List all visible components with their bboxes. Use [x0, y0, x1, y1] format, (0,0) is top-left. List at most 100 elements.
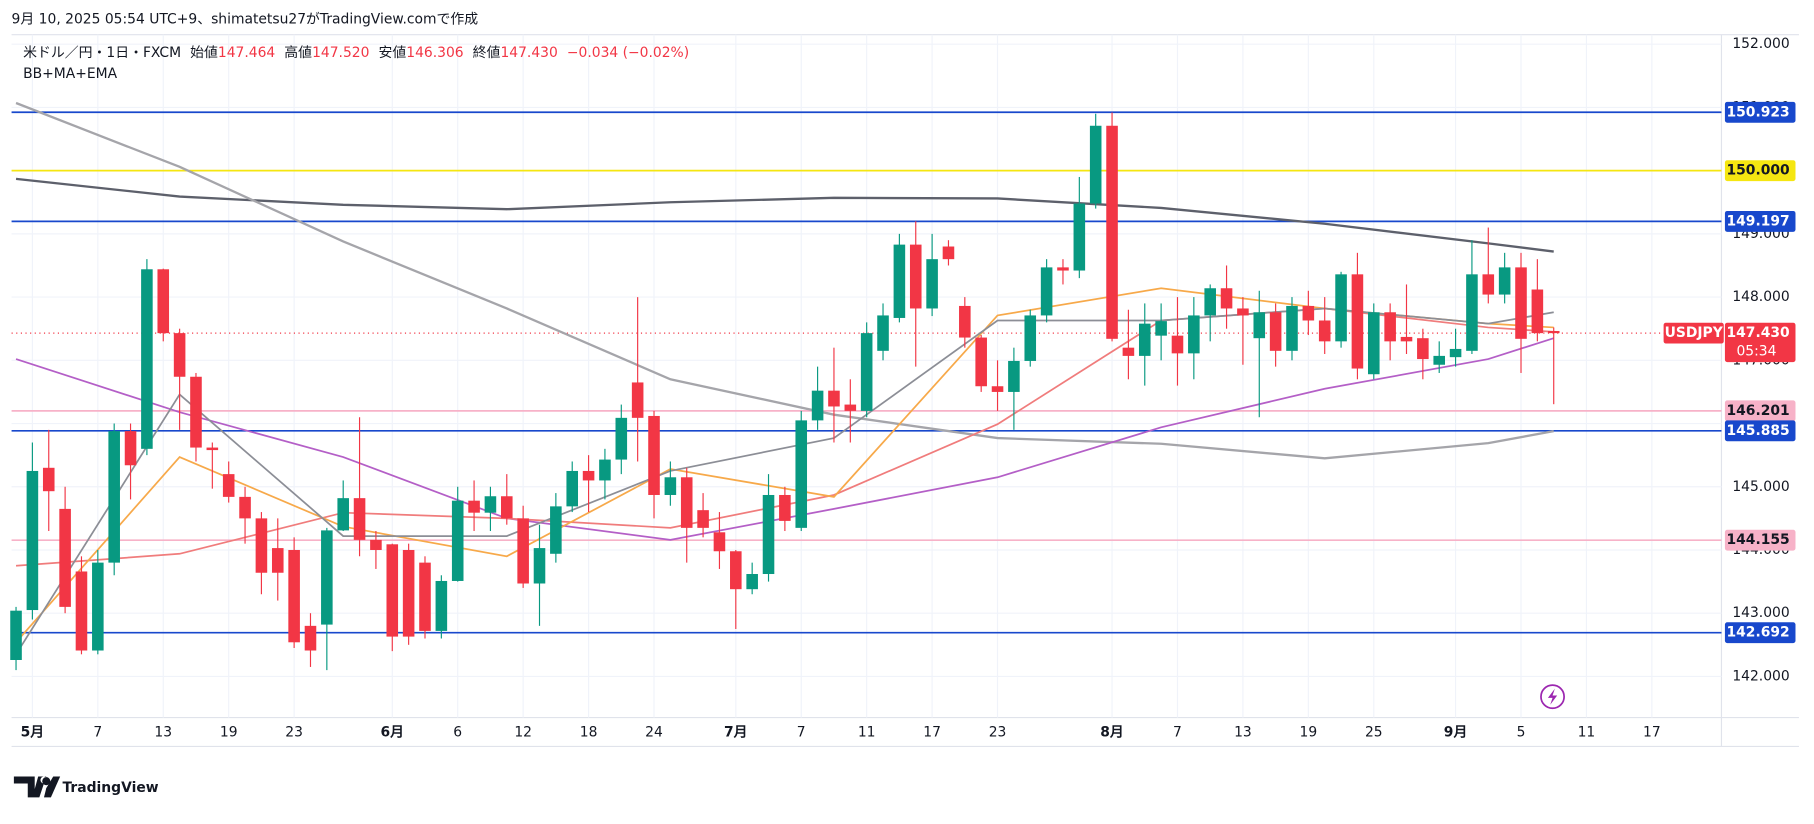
candle-body: [435, 580, 448, 631]
level-label-box: [1724, 400, 1796, 422]
candle-body: [75, 571, 88, 651]
candle-body: [468, 500, 480, 513]
candle-body: [1171, 335, 1184, 354]
candle-body: [746, 574, 758, 590]
candle-body: [566, 470, 579, 507]
candle-body: [713, 532, 726, 552]
x-tick-label: 23: [285, 725, 303, 741]
x-tick-label: 12: [514, 725, 532, 741]
candle-body: [1089, 125, 1102, 204]
candle-body: [353, 498, 366, 540]
x-tick-label: 6: [453, 725, 462, 741]
candle-body: [1433, 355, 1445, 365]
last-price-box: [1724, 322, 1796, 363]
level-label-box: [1724, 529, 1796, 551]
candle-body: [1466, 274, 1478, 351]
candle-body: [1188, 315, 1200, 354]
candle-body: [860, 333, 873, 411]
candle-body: [370, 539, 382, 550]
candle-body: [779, 494, 791, 521]
candle-body: [1024, 315, 1037, 361]
candle-body: [1400, 336, 1413, 342]
candle-body: [402, 549, 415, 637]
candle-body: [1547, 330, 1560, 334]
candle-body: [926, 259, 938, 309]
symbol-label: USDJPY: [1665, 325, 1724, 341]
candle-body: [1122, 347, 1135, 356]
candle-body: [1057, 267, 1069, 271]
indicator-line: [15, 177, 1554, 253]
candle-body: [1237, 308, 1249, 316]
candle-body: [1367, 312, 1380, 375]
candle-body: [664, 477, 677, 495]
candle-body: [1155, 321, 1167, 336]
indicator-title: BB+MA+EMA: [23, 66, 117, 82]
level-label: 145.885: [1727, 423, 1790, 439]
candle-body: [255, 518, 268, 573]
candle-body: [501, 496, 513, 519]
candle-body: [991, 386, 1004, 392]
candle-body: [239, 496, 251, 519]
candle-body: [108, 431, 120, 563]
y-tick-label: 145.000: [1732, 479, 1789, 495]
axes: 142.000143.000144.000145.000146.000147.0…: [21, 36, 1796, 741]
candle-body: [304, 625, 317, 651]
candle-body: [811, 390, 824, 421]
x-tick-label: 19: [1300, 725, 1318, 741]
level-label-box: [1724, 420, 1796, 442]
candle-body: [206, 447, 219, 451]
candle-body: [1269, 312, 1282, 351]
caption: 9月 10, 2025 05:54 UTC+9、shimatetsu27がTra…: [12, 12, 479, 28]
x-tick-label: 25: [1365, 725, 1383, 741]
candle-body: [844, 404, 857, 411]
x-tick-label: 8月: [1100, 725, 1124, 741]
change-value: −0.034 (−0.02%): [567, 45, 689, 61]
candle-body: [1515, 267, 1527, 339]
x-tick-label: 19: [220, 725, 238, 741]
candle-body: [975, 337, 987, 387]
level-label: 150.000: [1727, 163, 1790, 179]
candle-body: [92, 562, 104, 651]
indicator-line: [15, 337, 1554, 541]
candle-body: [1220, 288, 1233, 309]
brand-logo-mark: [43, 776, 61, 798]
candle-body: [1449, 348, 1462, 358]
x-tick-label: 13: [1234, 725, 1252, 741]
alert-icon[interactable]: [1540, 684, 1565, 710]
candle-body: [959, 305, 971, 338]
candle-body: [271, 548, 284, 573]
open-name: 始値: [190, 45, 218, 61]
x-tick-label: 7: [93, 725, 102, 741]
candle-body: [386, 544, 399, 637]
level-label-box: [1724, 160, 1796, 182]
level-label: 144.155: [1727, 532, 1790, 548]
x-tick-label: 9月: [1444, 725, 1468, 741]
candle-body: [157, 269, 170, 334]
close-name: 終値: [473, 45, 501, 61]
candle-body: [795, 420, 808, 528]
close-value: 147.430: [500, 45, 557, 61]
candle-body: [828, 390, 840, 407]
candle-body: [1417, 338, 1429, 360]
candle-body: [1253, 312, 1266, 339]
candle-body: [582, 470, 595, 481]
x-tick-label: 13: [154, 725, 172, 741]
x-tick-label: 6月: [381, 725, 405, 741]
y-tick-label: 152.000: [1732, 36, 1789, 52]
candle-body: [1040, 267, 1053, 316]
low-name: 安値: [379, 45, 407, 61]
x-tick-label: 24: [645, 725, 663, 741]
low-value: 146.306: [406, 45, 463, 61]
candle-body: [26, 470, 39, 611]
last-price-label: 147.430: [1727, 325, 1790, 341]
high-value: 147.520: [312, 45, 369, 61]
candle-body: [173, 333, 186, 377]
level-label: 149.197: [1727, 213, 1790, 229]
candle-body: [877, 315, 889, 351]
x-tick-label: 7月: [724, 725, 748, 741]
candle-body: [1335, 274, 1347, 342]
candle-body: [1138, 323, 1151, 356]
candle-body: [124, 431, 137, 466]
